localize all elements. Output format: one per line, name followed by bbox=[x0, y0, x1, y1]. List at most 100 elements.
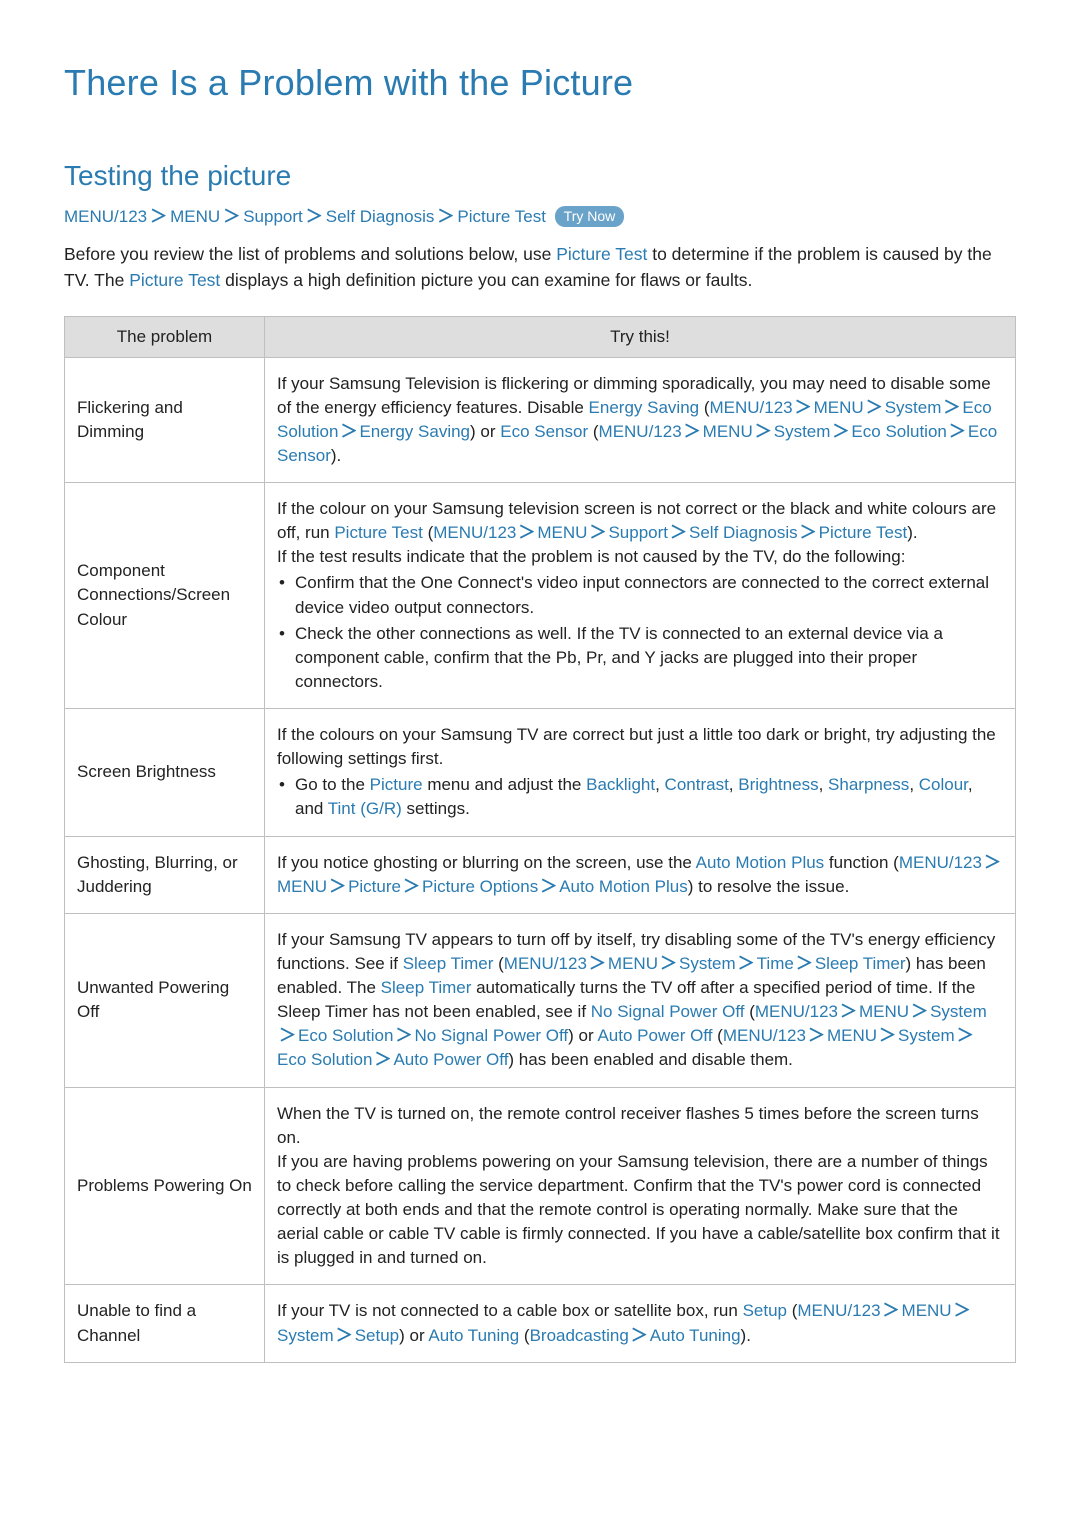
breadcrumb-item: Self Diagnosis bbox=[326, 207, 435, 226]
menu-keyword: Eco Solution bbox=[277, 1050, 372, 1069]
try-now-badge[interactable]: Try Now bbox=[555, 206, 625, 227]
table-row: Screen BrightnessIf the colours on your … bbox=[65, 709, 1016, 837]
chevron-right-icon: ＞ bbox=[684, 422, 701, 441]
chevron-right-icon: ＞ bbox=[336, 1326, 353, 1345]
chevron-right-icon: ＞ bbox=[340, 422, 357, 441]
text-run: If you are having problems powering on y… bbox=[277, 1152, 1000, 1268]
menu-keyword: Picture Test bbox=[819, 523, 908, 542]
intro-text: Before you review the list of problems a… bbox=[64, 244, 556, 264]
text-run: function ( bbox=[824, 853, 899, 872]
menu-keyword: Picture Test bbox=[334, 523, 423, 542]
chevron-right-icon: ＞ bbox=[800, 523, 817, 542]
table-row: Flickering and DimmingIf your Samsung Te… bbox=[65, 357, 1016, 483]
menu-keyword: MENU/123 bbox=[504, 954, 587, 973]
menu-keyword: MENU bbox=[277, 877, 327, 896]
menu-keyword: Self Diagnosis bbox=[689, 523, 798, 542]
text-run: ) has been enabled and disable them. bbox=[508, 1050, 792, 1069]
menu-keyword: No Signal Power Off bbox=[414, 1026, 568, 1045]
text-run: , bbox=[655, 775, 664, 794]
chevron-right-icon: ＞ bbox=[840, 1002, 857, 1021]
menu-keyword: MENU bbox=[608, 954, 658, 973]
menu-keyword: Setup bbox=[355, 1326, 399, 1345]
menu-keyword: MENU bbox=[537, 523, 587, 542]
cell-problem: Ghosting, Blurring, or Juddering bbox=[65, 836, 265, 913]
menu-keyword: Broadcasting bbox=[530, 1326, 629, 1345]
text-run: ) to resolve the issue. bbox=[688, 877, 850, 896]
text-run: If your TV is not connected to a cable b… bbox=[277, 1301, 743, 1320]
cell-problem: Problems Powering On bbox=[65, 1087, 265, 1285]
cell-solution: If the colours on your Samsung TV are co… bbox=[265, 709, 1016, 837]
text-run: ( bbox=[699, 398, 709, 417]
table-row: Component Connections/Screen ColourIf th… bbox=[65, 483, 1016, 709]
table-row: Ghosting, Blurring, or Juddering If you n… bbox=[65, 836, 1016, 913]
cell-solution: If your Samsung Television is flickering… bbox=[265, 357, 1016, 483]
th-try: Try this! bbox=[265, 316, 1016, 357]
breadcrumb-item: Support bbox=[243, 207, 303, 226]
chevron-right-icon: ＞ bbox=[911, 1002, 928, 1021]
breadcrumb-item: MENU bbox=[170, 207, 220, 226]
list-item: Check the other connections as well. If … bbox=[277, 622, 1003, 694]
menu-keyword: Backlight bbox=[586, 775, 655, 794]
cell-solution: When the TV is turned on, the remote con… bbox=[265, 1087, 1016, 1285]
chevron-right-icon: ＞ bbox=[660, 954, 677, 973]
chevron-right-icon: ＞ bbox=[954, 1301, 971, 1320]
text-run: ( bbox=[519, 1326, 529, 1345]
chevron-right-icon: ＞ bbox=[589, 954, 606, 973]
breadcrumb: MENU/123＞MENU＞Support＞Self Diagnosis＞Pic… bbox=[64, 202, 1016, 227]
text-run: ) or bbox=[399, 1326, 428, 1345]
menu-keyword: System bbox=[679, 954, 736, 973]
menu-keyword: Picture bbox=[348, 877, 401, 896]
menu-keyword: MENU/123 bbox=[723, 1026, 806, 1045]
menu-keyword: MENU bbox=[859, 1002, 909, 1021]
menu-keyword: MENU bbox=[814, 398, 864, 417]
chevron-right-icon: ＞ bbox=[150, 207, 167, 226]
table-row: Unable to find a Channel If your TV is no… bbox=[65, 1285, 1016, 1362]
menu-keyword: Tint (G/R) bbox=[328, 799, 402, 818]
menu-keyword: Colour bbox=[919, 775, 968, 794]
menu-keyword: Energy Saving bbox=[359, 422, 470, 441]
text-run: , bbox=[909, 775, 918, 794]
cell-problem: Unable to find a Channel bbox=[65, 1285, 265, 1362]
text-run: ( bbox=[423, 523, 433, 542]
chevron-right-icon: ＞ bbox=[755, 422, 772, 441]
menu-keyword: System bbox=[774, 422, 831, 441]
menu-keyword: Contrast bbox=[665, 775, 729, 794]
cell-problem: Flickering and Dimming bbox=[65, 357, 265, 483]
text-run: menu and adjust the bbox=[423, 775, 587, 794]
chevron-right-icon: ＞ bbox=[883, 1301, 900, 1320]
text-run: ( bbox=[744, 1002, 754, 1021]
chevron-right-icon: ＞ bbox=[879, 1026, 896, 1045]
menu-keyword: Sharpness bbox=[828, 775, 909, 794]
chevron-right-icon: ＞ bbox=[957, 1026, 974, 1045]
section-subtitle: Testing the picture bbox=[64, 160, 1016, 192]
menu-keyword: System bbox=[930, 1002, 987, 1021]
text-run: ) or bbox=[470, 422, 500, 441]
intro-paragraph: Before you review the list of problems a… bbox=[64, 241, 1016, 294]
menu-keyword: MENU/123 bbox=[755, 1002, 838, 1021]
cell-solution: If your TV is not connected to a cable b… bbox=[265, 1285, 1016, 1362]
menu-keyword: Brightness bbox=[738, 775, 818, 794]
text-run: ( bbox=[588, 422, 598, 441]
menu-keyword: MENU/123 bbox=[797, 1301, 880, 1320]
menu-keyword: MENU/123 bbox=[710, 398, 793, 417]
menu-keyword: Eco Solution bbox=[851, 422, 946, 441]
menu-keyword: Auto Tuning bbox=[650, 1326, 741, 1345]
text-run: If the colours on your Samsung TV are co… bbox=[277, 725, 996, 768]
text-run: If you notice ghosting or blurring on th… bbox=[277, 853, 696, 872]
menu-keyword: System bbox=[885, 398, 942, 417]
chevron-right-icon: ＞ bbox=[518, 523, 535, 542]
chevron-right-icon: ＞ bbox=[943, 398, 960, 417]
menu-keyword: MENU bbox=[902, 1301, 952, 1320]
text-run: settings. bbox=[402, 799, 470, 818]
text-run: , bbox=[819, 775, 828, 794]
text-run: ( bbox=[712, 1026, 722, 1045]
table-row: Unwanted Powering OffIf your Samsung TV … bbox=[65, 913, 1016, 1087]
menu-keyword: No Signal Power Off bbox=[591, 1002, 745, 1021]
menu-keyword: System bbox=[277, 1326, 334, 1345]
text-run: , bbox=[729, 775, 738, 794]
list-item: Go to the Picture menu and adjust the Ba… bbox=[277, 773, 1003, 821]
menu-keyword: Support bbox=[608, 523, 668, 542]
chevron-right-icon: ＞ bbox=[540, 877, 557, 896]
text-run: ). bbox=[907, 523, 917, 542]
menu-keyword: MENU/123 bbox=[599, 422, 682, 441]
